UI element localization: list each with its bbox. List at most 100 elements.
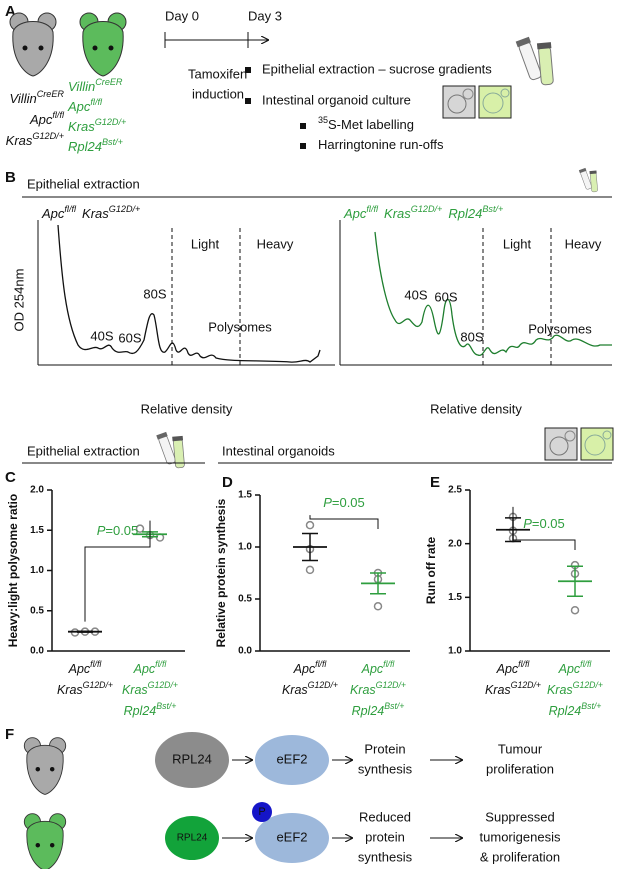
bullet — [300, 123, 306, 129]
allele: fl/fl — [383, 659, 395, 669]
protein-label: RPL24 — [172, 751, 212, 766]
organoid-icon — [544, 427, 614, 461]
genotype-line: KrasG12D/+ — [350, 680, 406, 697]
y-tick-label: 0.0 — [30, 646, 44, 657]
y-tick-label: 1.0 — [448, 646, 462, 657]
peak-label: 80S — [143, 286, 166, 301]
gene: Rpl24 — [448, 206, 482, 221]
peak-label: Polysomes — [208, 319, 272, 334]
significance-bracket — [309, 515, 379, 529]
allele: Bst/+ — [384, 701, 404, 711]
allele: Bst/+ — [156, 701, 176, 711]
gene: Kras — [57, 683, 83, 697]
genotype-line: Apcfl/fl — [29, 110, 65, 127]
decorations — [57, 36, 614, 469]
allele: G12D/+ — [109, 204, 141, 214]
gene: Kras — [485, 683, 511, 697]
tube-icon — [578, 167, 599, 193]
allele: Bst/+ — [581, 701, 601, 711]
gene: Apc — [68, 662, 91, 676]
phospho-label: P — [258, 806, 265, 818]
genotype-line: Apcfl/fl — [67, 97, 103, 114]
eye — [38, 45, 44, 51]
timeline-event: induction — [192, 86, 244, 101]
gene: Kras — [122, 683, 148, 697]
panel-label: D — [222, 474, 233, 491]
eye — [35, 842, 41, 848]
genotype-line: Apcfl/fl — [133, 659, 168, 676]
gene: Rpl24 — [124, 704, 157, 718]
gene: Kras — [547, 683, 573, 697]
result-text: proliferation — [486, 761, 554, 776]
y-axis-label: OD 254nm — [11, 269, 26, 332]
text: S-Met labelling — [328, 117, 414, 132]
allele: G12D/+ — [148, 680, 178, 690]
panel-label: A — [5, 3, 16, 20]
gene: Rpl24 — [352, 704, 385, 718]
error-bar — [370, 572, 386, 595]
error-bar — [567, 565, 583, 598]
gene: Apc — [496, 662, 519, 676]
body — [26, 820, 64, 869]
eye — [22, 45, 28, 51]
allele: G12D/+ — [573, 680, 603, 690]
gene: Rpl24 — [68, 139, 102, 154]
panel-label: E — [430, 474, 440, 491]
y-tick-label: 2.0 — [30, 485, 44, 496]
peak-label: Polysomes — [528, 321, 592, 336]
y-tick-label: 0.5 — [238, 594, 252, 605]
y-axis-label: Relative protein synthesis — [214, 498, 228, 647]
factor-node — [255, 735, 329, 785]
error-bar — [302, 532, 318, 562]
genotype-line: Apcfl/fl — [496, 659, 531, 676]
allele: fl/fl — [52, 110, 65, 120]
data-point — [135, 524, 145, 533]
genotype-line: KrasG12D/+ — [485, 680, 541, 697]
allele: fl/fl — [90, 659, 102, 669]
region-label: Heavy — [257, 236, 294, 251]
allele: G12D/+ — [411, 204, 443, 214]
y-tick-label: 0.5 — [30, 605, 44, 616]
gene: Apc — [558, 662, 581, 676]
result-text: & proliferation — [480, 849, 560, 864]
p-value: P=0.05 — [323, 495, 365, 510]
y-tick-label: 1.5 — [448, 592, 462, 603]
genotype-line: KrasG12D/+ — [282, 680, 338, 697]
y-tick-label: 1.5 — [30, 525, 44, 536]
bullet — [245, 67, 251, 73]
gene: Apc — [343, 206, 367, 221]
genotype-line: KrasG12D/+ — [68, 117, 126, 134]
p-symbol: P — [97, 523, 106, 538]
genotype-line: Rpl24Bst/+ — [352, 701, 405, 718]
y-tick-label: 2.0 — [448, 538, 462, 549]
profile-trace — [374, 231, 612, 356]
eye — [108, 45, 114, 51]
gene: Kras — [82, 206, 109, 221]
x-axis-label: Relative density — [141, 401, 233, 416]
genotype-line: Apcfl/fl — [361, 659, 396, 676]
p-value: P=0.05 — [523, 516, 565, 531]
section-title: Epithelial extraction — [27, 443, 140, 458]
panel-label: F — [5, 726, 14, 743]
gene: Apc — [293, 662, 316, 676]
data-point — [373, 602, 383, 611]
gene: Rpl24 — [549, 704, 582, 718]
p-number: =0.05 — [532, 516, 565, 531]
genotype-line: Apcfl/fl — [558, 659, 593, 676]
allele: G12D/+ — [83, 680, 113, 690]
allele: G12D/+ — [32, 131, 64, 141]
y-tick-label: 1.0 — [238, 542, 252, 553]
gene: Kras — [350, 683, 376, 697]
bullet-text: Epithelial extraction – sucrose gradient… — [262, 61, 492, 76]
mouse-icon — [23, 813, 67, 869]
organoid-icon — [442, 85, 512, 119]
genotype-line: Apcfl/fl — [343, 204, 379, 221]
peak-label: 40S — [90, 328, 113, 343]
protein-label: RPL24 — [177, 833, 208, 844]
panel-label: B — [5, 169, 16, 186]
eye — [92, 45, 98, 51]
p-symbol: P — [523, 516, 532, 531]
bullet-text: Intestinal organoid culture — [262, 92, 411, 107]
result-text: Tumour — [498, 741, 543, 756]
